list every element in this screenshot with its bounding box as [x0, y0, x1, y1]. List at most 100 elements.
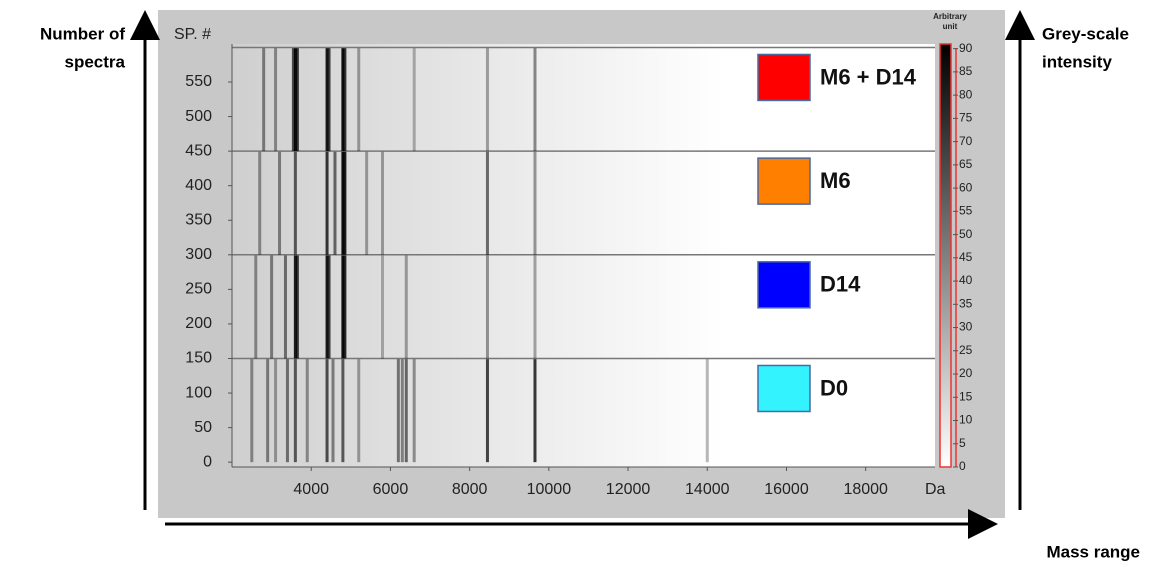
peak-band [254, 255, 257, 359]
y-tick-label: 450 [185, 142, 212, 159]
peak-band [533, 47, 536, 151]
colorbar-tick-label: 30 [959, 320, 973, 334]
peak-band [413, 47, 416, 151]
peak-band [306, 358, 309, 462]
x-tick-label: 6000 [373, 481, 409, 498]
group-swatch [758, 262, 810, 308]
peak-band [250, 358, 253, 462]
peak-band [274, 47, 277, 151]
peak-band [405, 255, 408, 359]
colorbar [940, 44, 951, 467]
x-unit: Da [925, 481, 946, 498]
peak-band [331, 358, 334, 462]
x-tick-label: 12000 [606, 481, 651, 498]
x-tick-label: 8000 [452, 481, 488, 498]
peak-band [296, 255, 299, 359]
peak-band [296, 47, 299, 151]
colorbar-title: intensity [1042, 52, 1112, 71]
colorbar-tick-label: 5 [959, 436, 966, 450]
colorbar-tick-label: 45 [959, 250, 973, 264]
peak-band [262, 47, 265, 151]
peak-band [278, 151, 281, 255]
x-axis-label: Mass range [1046, 542, 1140, 561]
peak-band [274, 358, 277, 462]
peak-band [341, 358, 344, 462]
colorbar-tick-label: 25 [959, 343, 973, 357]
group-label: M6 + D14 [820, 64, 917, 89]
colorbar-label: unit [943, 22, 958, 31]
peak-band [266, 358, 269, 462]
colorbar-tick-label: 20 [959, 366, 973, 380]
group-swatch [758, 158, 810, 204]
peak-band [533, 358, 536, 462]
y-tick-label: 200 [185, 315, 212, 332]
colorbar-tick-label: 50 [959, 227, 973, 241]
y-tick-label: 100 [185, 384, 212, 401]
y-tick-label: 50 [194, 419, 212, 436]
colorbar-tick-label: 35 [959, 296, 973, 310]
peak-band [328, 255, 331, 359]
peak-band [397, 358, 400, 462]
colorbar-title: Grey-scale [1042, 24, 1129, 43]
peak-band [357, 47, 360, 151]
y-tick-label: 150 [185, 350, 212, 367]
peak-band [343, 151, 346, 255]
y-tick-label: 300 [185, 246, 212, 263]
peak-band [381, 151, 384, 255]
colorbar-tick-label: 60 [959, 180, 973, 194]
peak-band [401, 358, 404, 462]
colorbar-tick-label: 55 [959, 204, 973, 218]
y-axis-label: spectra [65, 52, 126, 71]
peak-band [270, 255, 273, 359]
x-tick-label: 14000 [685, 481, 730, 498]
peak-band [258, 151, 261, 255]
peak-band [343, 255, 346, 359]
y-tick-label: 550 [185, 73, 212, 90]
y-tick-label: 350 [185, 211, 212, 228]
colorbar-tick-label: 90 [959, 41, 973, 55]
peak-band [533, 151, 536, 255]
peak-band [381, 255, 384, 359]
peak-band [357, 358, 360, 462]
colorbar-tick-label: 15 [959, 389, 973, 403]
peak-band [365, 151, 368, 255]
y-tick-label: 250 [185, 281, 212, 298]
group-swatch [758, 54, 810, 100]
x-tick-label: 10000 [527, 481, 572, 498]
y-tick-label: 500 [185, 108, 212, 125]
group-label: D14 [820, 272, 861, 297]
y-axis-title: SP. # [174, 26, 211, 43]
peak-band [286, 358, 289, 462]
peak-band [326, 151, 329, 255]
peak-band [486, 358, 489, 462]
x-tick-label: 4000 [293, 481, 329, 498]
group-swatch [758, 365, 810, 411]
x-tick-label: 16000 [764, 481, 809, 498]
peak-band [486, 255, 489, 359]
peak-band [284, 255, 287, 359]
y-tick-label: 400 [185, 177, 212, 194]
peak-band [533, 255, 536, 359]
colorbar-tick-label: 10 [959, 413, 973, 427]
colorbar-tick-label: 80 [959, 87, 973, 101]
peak-band [294, 358, 297, 462]
y-axis-label: Number of [40, 24, 125, 43]
group-label: D0 [820, 375, 848, 400]
peak-band [486, 151, 489, 255]
colorbar-label: Arbitrary [933, 12, 967, 21]
x-tick-label: 18000 [843, 481, 888, 498]
peak-band [405, 358, 408, 462]
peak-band [706, 358, 709, 462]
group-label: M6 [820, 168, 851, 193]
colorbar-tick-label: 70 [959, 134, 973, 148]
peak-band [333, 151, 336, 255]
peak-band [294, 151, 297, 255]
colorbar-tick-label: 40 [959, 273, 973, 287]
y-tick-label: 0 [203, 453, 212, 470]
peak-band [413, 358, 416, 462]
peak-band [328, 47, 331, 151]
colorbar-tick-label: 65 [959, 157, 973, 171]
peak-band [343, 47, 346, 151]
colorbar-tick-label: 0 [959, 459, 966, 473]
colorbar-tick-label: 85 [959, 64, 973, 78]
